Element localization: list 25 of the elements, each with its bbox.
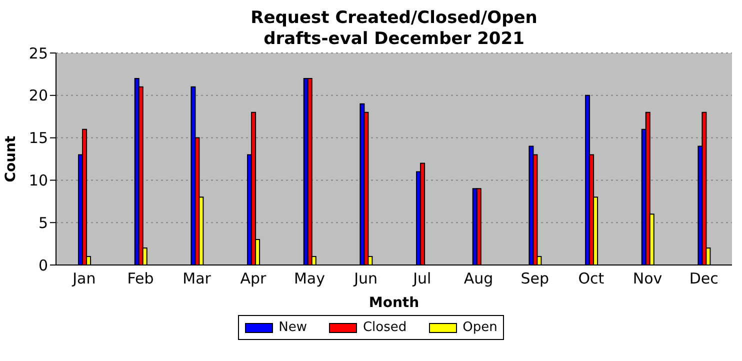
- x-tick-label: Aug: [464, 270, 494, 288]
- x-tick-label: Sep: [520, 270, 549, 288]
- y-axis-title: Count: [2, 135, 19, 182]
- x-tick-label: Jan: [72, 270, 96, 288]
- y-tick-label: 25: [28, 44, 48, 62]
- y-tick-label: 10: [28, 172, 48, 190]
- x-tick-label: Apr: [240, 270, 267, 288]
- x-tick-label: Feb: [127, 270, 154, 288]
- x-tick-label: Jun: [353, 270, 378, 288]
- chart-title: Request Created/Closed/Open: [250, 8, 538, 29]
- x-tick-label: Oct: [578, 270, 604, 288]
- x-tick-label: May: [294, 270, 326, 288]
- y-tick-label: 5: [38, 214, 48, 232]
- x-axis-title: Month: [368, 295, 420, 311]
- x-tick-label: Nov: [632, 270, 662, 288]
- chart-subtitle: drafts-eval December 2021: [262, 29, 526, 50]
- y-tick-label: 15: [28, 129, 48, 148]
- y-tick-label: 0: [38, 256, 48, 274]
- x-tick-label: Dec: [689, 270, 718, 288]
- x-tick-label: Mar: [182, 270, 212, 288]
- y-tick-label: 20: [28, 86, 48, 105]
- legend-label: Closed: [362, 320, 407, 335]
- legend-label: New: [278, 320, 307, 335]
- x-tick-label: Jul: [412, 270, 432, 288]
- legend-label: Open: [462, 320, 498, 335]
